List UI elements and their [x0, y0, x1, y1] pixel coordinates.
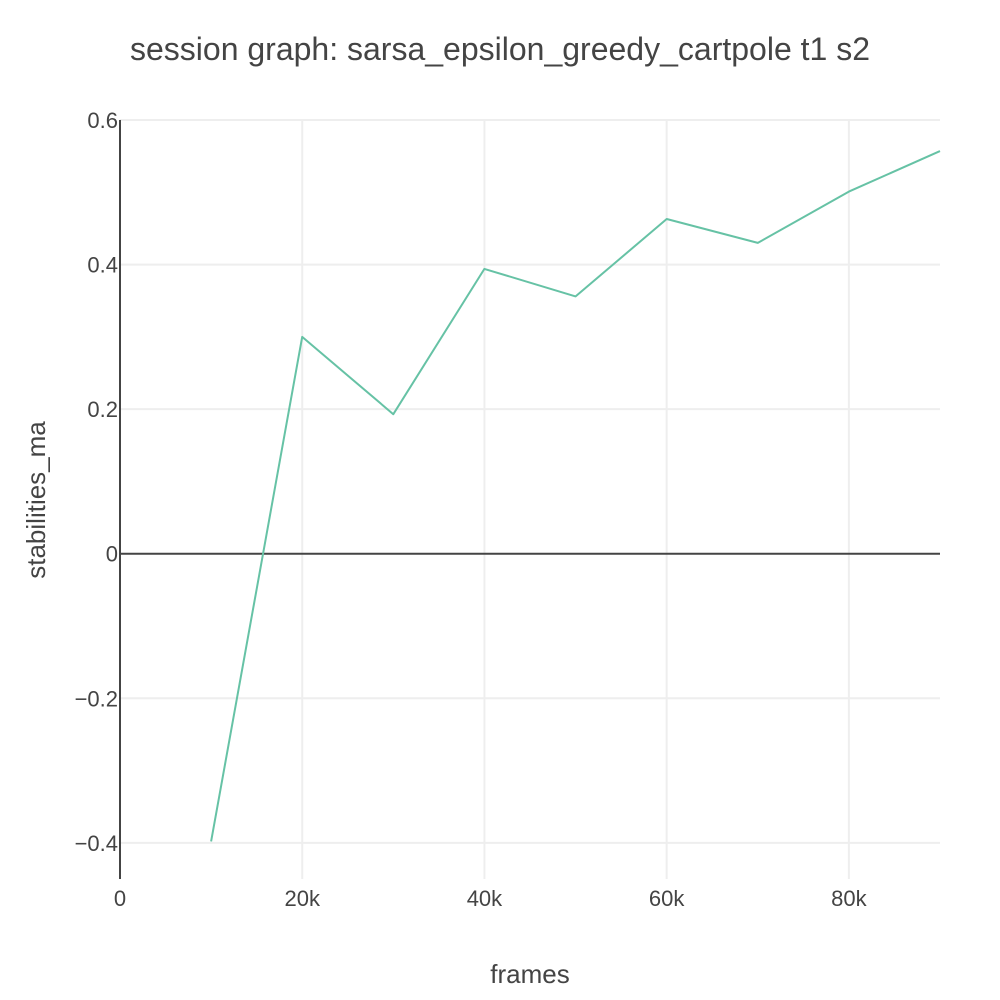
- chart-title: session graph: sarsa_epsilon_greedy_cart…: [130, 31, 870, 67]
- series-layer: [210, 150, 941, 842]
- x-tick-label: 40k: [467, 886, 503, 911]
- series-line: [210, 150, 941, 842]
- x-tick-label: 20k: [284, 886, 320, 911]
- y-tick-label: 0.6: [87, 108, 118, 133]
- y-tick-label: 0.4: [87, 253, 118, 278]
- gridlines: [120, 119, 940, 879]
- y-tick-label: −0.4: [75, 831, 118, 856]
- x-tick-label: 60k: [649, 886, 685, 911]
- y-tick-label: 0: [106, 542, 118, 567]
- y-axis-title: stabilities_ma: [21, 421, 51, 579]
- x-axis-title: frames: [490, 959, 569, 989]
- y-tick-label: −0.2: [75, 686, 118, 711]
- x-tick-label: 0: [114, 886, 126, 911]
- y-tick-label: 0.2: [87, 397, 118, 422]
- x-tick-label: 80k: [831, 886, 867, 911]
- axes: [119, 120, 940, 879]
- tick-labels: 0 20k 40k 60k 80k −0.4 −0.2 0 0.2 0.4 0.6: [75, 108, 868, 911]
